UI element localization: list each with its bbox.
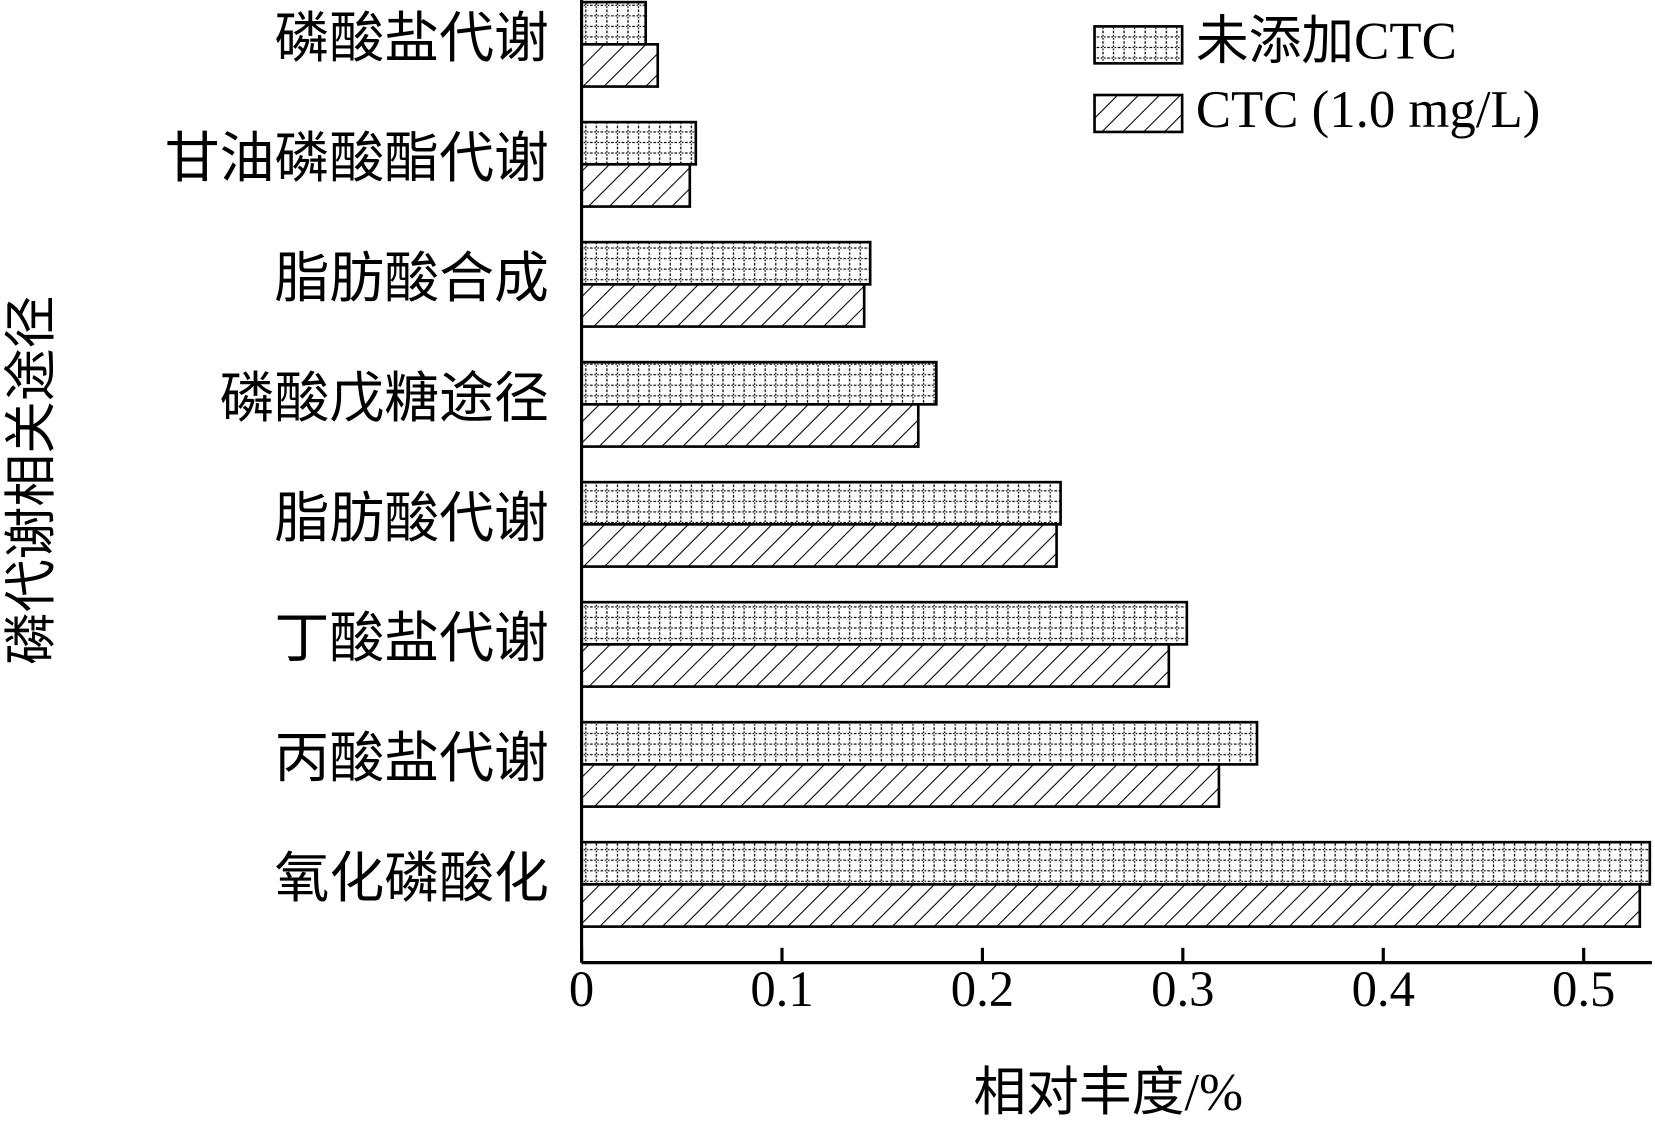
- y-tick-label: 丁酸盐代谢: [274, 608, 548, 669]
- bar: [580, 600, 1189, 646]
- bar: [580, 840, 1652, 886]
- legend-label: 未添加CTC: [1196, 13, 1457, 71]
- y-tick-label: 丙酸盐代谢: [274, 728, 548, 789]
- x-tick-label: 0: [569, 961, 594, 1017]
- legend-swatch: [1093, 25, 1184, 65]
- x-tick-label: 0.1: [750, 961, 813, 1017]
- bar: [580, 403, 920, 448]
- y-axis-title: 磷代谢相关途径: [3, 296, 61, 665]
- x-tick-label: 0.2: [951, 961, 1014, 1017]
- bar: [580, 43, 660, 88]
- bar: [580, 763, 1221, 808]
- bar: [580, 480, 1062, 526]
- bar: [580, 0, 648, 46]
- x-axis-title: 相对丰度/%: [973, 1064, 1243, 1122]
- bar: [580, 883, 1642, 928]
- bar: [580, 283, 866, 328]
- y-tick-label: 脂肪酸合成: [274, 248, 548, 309]
- y-tick-label: 磷酸戊糖途径: [220, 368, 549, 429]
- y-tick-label: 磷酸盐代谢: [274, 8, 548, 69]
- bar: [580, 163, 692, 208]
- legend-swatch: [1093, 93, 1184, 134]
- bar: [580, 523, 1058, 568]
- y-tick-label: 甘油磷酸酯代谢: [165, 128, 549, 189]
- x-tick-label: 0.4: [1352, 961, 1415, 1017]
- bar: [580, 240, 872, 286]
- legend-label: CTC (1.0 mg/L): [1196, 81, 1540, 139]
- bar: [580, 720, 1259, 766]
- bar: [580, 120, 698, 166]
- y-tick-label: 脂肪酸代谢: [274, 488, 548, 549]
- bar: [580, 643, 1171, 688]
- y-tick-label: 氧化磷酸化: [274, 848, 548, 909]
- x-tick-label: 0.5: [1552, 961, 1615, 1017]
- bar: [580, 360, 938, 406]
- x-tick-label: 0.3: [1151, 961, 1214, 1017]
